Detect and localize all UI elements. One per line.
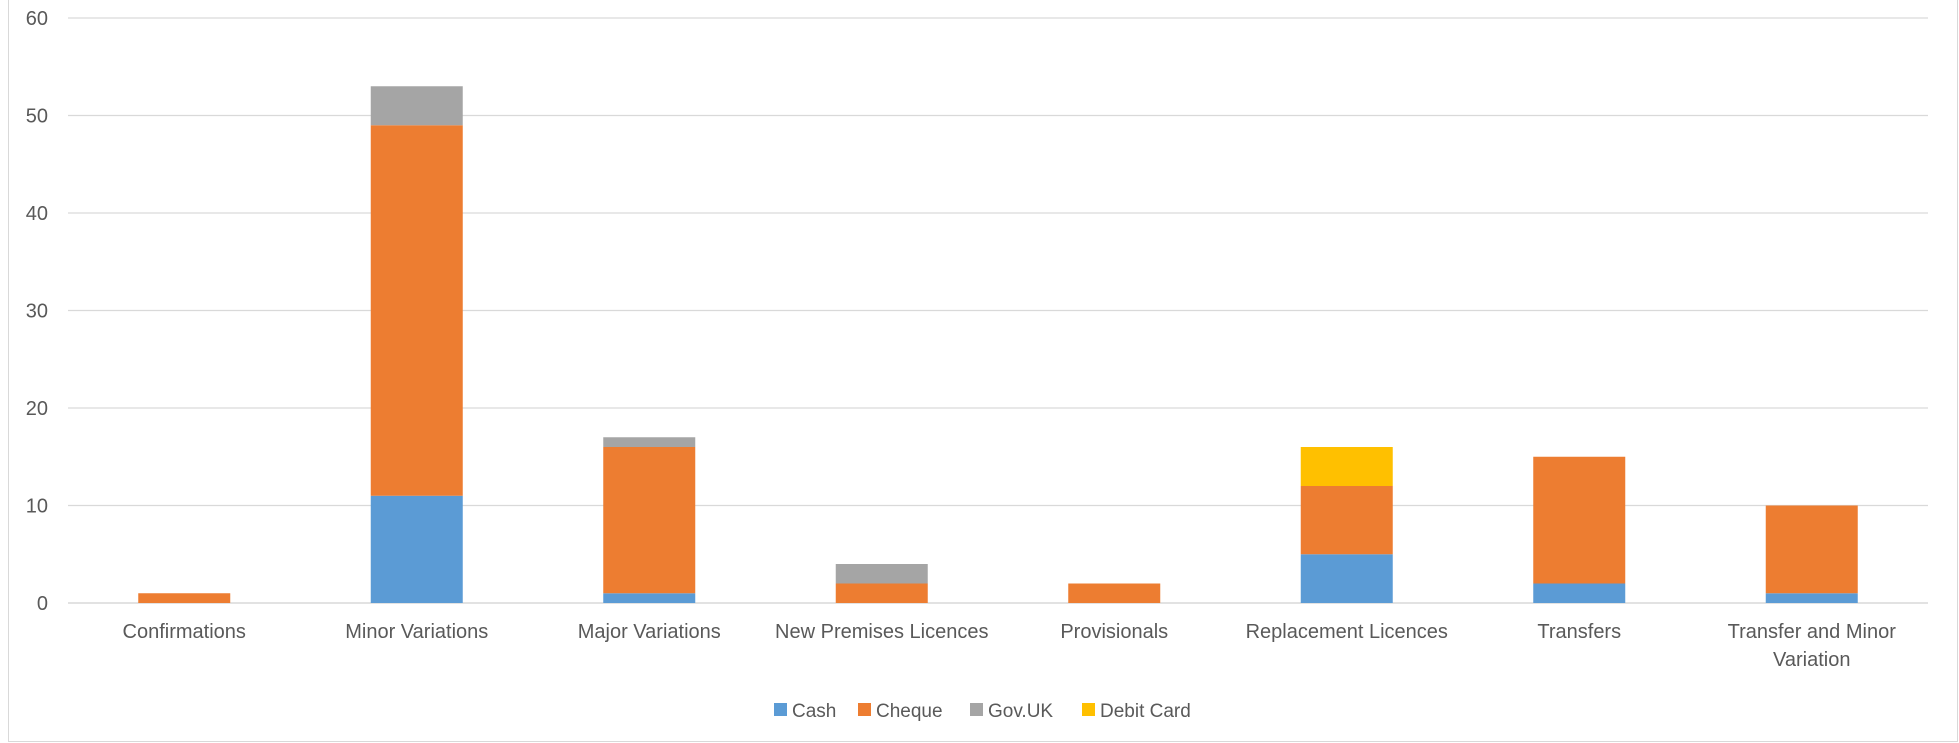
legend-item-gov-uk: Gov.UK [970,701,1053,722]
gridlines [68,17,1928,604]
bar-segment-gov-uk [835,564,928,584]
legend-label: Gov.UK [988,701,1053,722]
y-tick-label: 50 [26,106,48,128]
bar-segment-cheque [138,593,231,603]
bars [138,86,1858,603]
x-category-label: Replacement Licences [1246,621,1448,643]
x-category-label: New Premises Licences [775,621,988,643]
bar-segment-cheque [1765,505,1858,594]
y-tick-label: 60 [26,8,48,30]
x-category-label: Provisionals [1060,621,1168,643]
bar-segment-cash [1533,583,1626,603]
x-category-label: Minor Variations [345,621,488,643]
bar-segment-gov-uk [603,437,696,447]
chart-frame [8,0,1958,742]
bar-segment-gov-uk [370,86,463,126]
bar-segment-cash [1300,554,1393,603]
bar-segment-cash [603,593,696,603]
legend-swatch [970,703,983,716]
legend-item-debit-card: Debit Card [1082,701,1191,722]
bar-segment-debit-card [1300,447,1393,486]
legend-swatch [858,703,871,716]
bar-segment-cheque [370,125,463,496]
bar-segment-cheque [1300,486,1393,555]
legend-label: Debit Card [1100,701,1191,722]
y-tick-label: 0 [37,593,48,615]
x-category-label: Transfer and Minor Variation [1728,621,1897,671]
x-category-label: Transfers [1537,621,1621,643]
legend-item-cheque: Cheque [858,701,943,722]
y-tick-label: 30 [26,301,48,323]
legend-label: Cheque [876,701,943,722]
legend-swatch [774,703,787,716]
bar-segment-cash [370,495,463,603]
legend-label: Cash [792,701,836,722]
bar-segment-cheque [603,447,696,594]
y-axis-labels: 0 10 20 30 40 50 60 [26,8,48,615]
x-category-label: Confirmations [123,621,246,643]
bar-segment-cash [1765,593,1858,603]
bar-segment-cheque [1068,583,1161,603]
bar-segment-cheque [1533,456,1626,584]
x-axis-labels: Confirmations Minor Variations Major Varia… [123,621,1897,671]
bar-segment-cheque [835,583,928,603]
y-tick-label: 10 [26,496,48,518]
y-tick-label: 40 [26,203,48,225]
legend: Cash Cheque Gov.UK Debit Card [774,701,1191,722]
legend-item-cash: Cash [774,701,836,722]
legend-swatch [1082,703,1095,716]
x-category-label: Major Variations [578,621,721,643]
y-tick-label: 20 [26,398,48,420]
